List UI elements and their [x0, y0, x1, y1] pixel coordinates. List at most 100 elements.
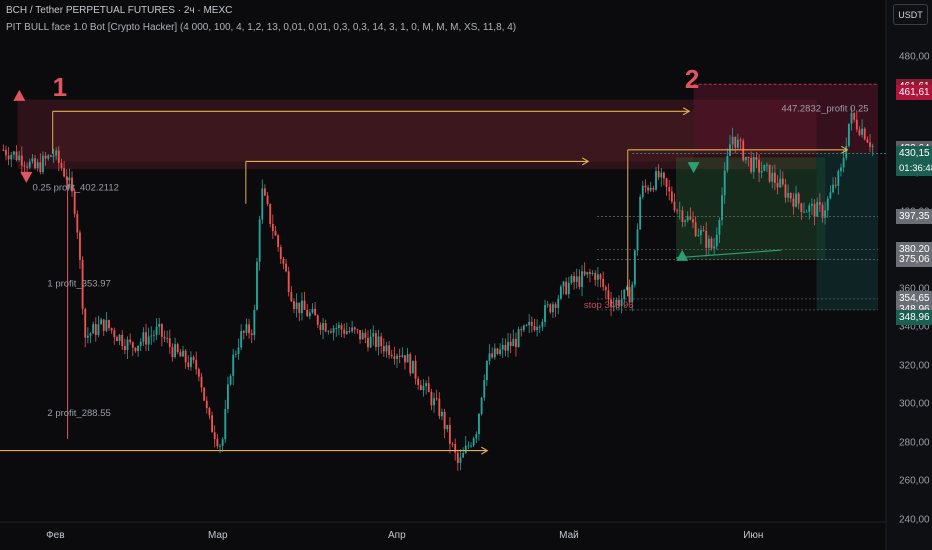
- candle-body: [488, 353, 491, 361]
- candle-body: [153, 334, 155, 336]
- candle: [755, 151, 758, 168]
- candle-body: [92, 324, 95, 334]
- candle: [314, 302, 317, 316]
- candle-body: [750, 157, 753, 172]
- candle: [850, 107, 853, 131]
- candle: [290, 286, 293, 303]
- candle: [448, 416, 451, 454]
- candle: [380, 332, 383, 354]
- candle: [454, 438, 457, 461]
- candle: [372, 325, 375, 346]
- currency-button[interactable]: USDT: [893, 4, 928, 25]
- candle-body: [496, 348, 499, 354]
- candle-body: [607, 290, 610, 300]
- candle: [470, 442, 472, 448]
- candle: [79, 229, 81, 269]
- candle: [343, 323, 346, 339]
- candle: [71, 171, 73, 197]
- candle-body: [221, 439, 224, 446]
- candle-body: [491, 353, 494, 358]
- candle-body: [493, 348, 496, 358]
- candle: [784, 178, 787, 203]
- candle: [63, 161, 66, 178]
- candle: [42, 151, 44, 175]
- candle: [670, 186, 673, 204]
- candle: [361, 329, 364, 340]
- candle: [118, 334, 121, 345]
- candle: [441, 408, 443, 420]
- candle: [546, 300, 549, 308]
- candle: [538, 324, 541, 333]
- candle: [92, 321, 95, 334]
- candle: [266, 192, 269, 207]
- target-label: 1 profit_353.97: [47, 279, 110, 290]
- candle-body: [657, 171, 660, 178]
- candle: [256, 258, 258, 311]
- candle: [417, 376, 420, 390]
- candle-body: [499, 349, 502, 354]
- candle-body: [271, 223, 274, 232]
- candle: [557, 294, 560, 315]
- candle: [533, 318, 536, 332]
- candle: [49, 154, 52, 158]
- candle-body: [139, 341, 142, 346]
- indicator-title[interactable]: PIT BULL face 1.0 Bot [Crypto Hacker] (4…: [6, 22, 517, 33]
- candle: [20, 146, 23, 175]
- candle: [105, 311, 108, 333]
- candle-body: [417, 378, 420, 386]
- candle: [459, 449, 462, 471]
- candle: [803, 202, 805, 214]
- long-target-zone: [816, 153, 878, 310]
- candle: [34, 155, 36, 170]
- candle: [234, 350, 237, 358]
- candle: [456, 449, 459, 471]
- candle: [145, 323, 147, 351]
- candle-body: [459, 457, 462, 463]
- candle: [567, 276, 570, 299]
- candle-body: [31, 158, 34, 162]
- candle: [655, 166, 657, 192]
- candle: [832, 177, 834, 194]
- candle: [813, 199, 816, 226]
- candle: [562, 280, 565, 295]
- candle-body: [388, 345, 391, 356]
- candle-body: [290, 292, 293, 302]
- candle: [475, 431, 478, 444]
- candle-body: [644, 185, 647, 188]
- candle-body: [536, 326, 539, 331]
- candle-body: [784, 184, 787, 198]
- candle-body: [594, 273, 597, 280]
- candle-body: [382, 346, 385, 352]
- candle: [335, 323, 338, 337]
- candle-body: [102, 319, 105, 331]
- candle-body: [208, 408, 211, 416]
- short-risk-zone: [693, 84, 878, 154]
- candle-body: [404, 355, 406, 363]
- candle: [232, 348, 235, 386]
- candle: [818, 193, 821, 213]
- candle: [776, 175, 779, 195]
- candle-body: [752, 157, 755, 172]
- candle-body: [538, 326, 541, 328]
- candle: [208, 407, 211, 420]
- candle-body: [353, 327, 356, 330]
- candle: [837, 169, 840, 195]
- x-tick-label: Июн: [743, 530, 764, 541]
- candle: [263, 184, 266, 197]
- candle: [623, 289, 626, 308]
- candle: [581, 265, 583, 297]
- candle-body: [818, 202, 821, 205]
- candle: [610, 292, 613, 317]
- candle-body: [435, 398, 438, 400]
- candle-body: [731, 136, 734, 145]
- candle-body: [65, 176, 68, 181]
- candle: [84, 307, 87, 348]
- candle-body: [245, 324, 248, 333]
- candle-body: [71, 177, 73, 192]
- candle: [512, 329, 515, 347]
- price-tag: 397,35: [896, 209, 932, 225]
- candle-body: [702, 230, 705, 232]
- candle-body: [163, 336, 166, 339]
- candle-body: [110, 328, 113, 331]
